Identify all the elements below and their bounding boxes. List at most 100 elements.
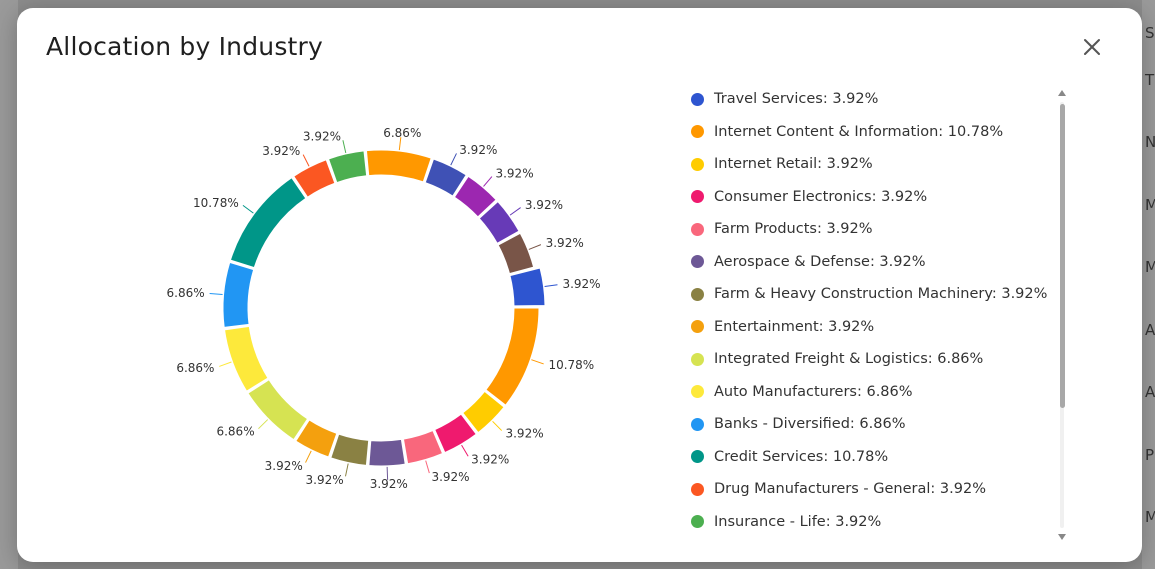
donut-slice[interactable]: [295, 419, 338, 458]
legend-item[interactable]: Farm Products: 3.92%: [691, 218, 873, 240]
legend-label: Farm Products: 3.92%: [714, 221, 873, 237]
backdrop-letter: T: [1145, 71, 1155, 89]
slice-value-label: 3.92%: [562, 277, 600, 291]
legend-item[interactable]: Insurance - Life: 3.92%: [691, 511, 881, 533]
legend-label: Internet Content & Information: 10.78%: [714, 123, 1004, 140]
slice-value-label: 3.92%: [495, 166, 533, 180]
legend-label: Entertainment: 3.92%: [714, 318, 875, 335]
legend-dot-icon: [691, 417, 704, 431]
legend-dot-icon: [691, 92, 704, 106]
slice-value-label: 6.86%: [176, 361, 214, 375]
modal-title: Allocation by Industry: [46, 32, 324, 61]
slice-value-label: 3.92%: [303, 129, 341, 143]
leader-line: [425, 460, 430, 474]
legend-label: Aerospace & Defense: 3.92%: [714, 253, 926, 270]
slice-value-label: 3.92%: [525, 198, 563, 212]
legend-label: Auto Manufacturers: 6.86%: [714, 383, 913, 400]
donut-slice[interactable]: [434, 413, 477, 454]
slice-value-label: 3.92%: [370, 477, 408, 491]
slice-value-label: 3.92%: [431, 470, 469, 484]
donut-slice[interactable]: [229, 176, 307, 269]
legend-item[interactable]: Aerospace & Defense: 3.92%: [691, 251, 926, 273]
donut-slice[interactable]: [330, 433, 370, 466]
leader-line: [209, 292, 223, 296]
chart-legend: Travel Services: 3.92% Internet Content &…: [691, 86, 1061, 538]
legend-label: Farm & Heavy Construction Machinery: 3.9…: [714, 286, 1048, 302]
leader-line: [345, 463, 349, 477]
legend-dot-icon: [691, 352, 704, 366]
scroll-down-icon[interactable]: [1058, 534, 1066, 540]
legend-dot-icon: [691, 482, 704, 496]
legend-item[interactable]: Banks - Diversified: 6.86%: [691, 413, 905, 435]
legend-label: Credit Services: 10.78%: [714, 448, 889, 465]
legend-item[interactable]: Auto Manufacturers: 6.86%: [691, 381, 913, 403]
donut-slice[interactable]: [222, 261, 255, 328]
slice-value-label: 10.78%: [548, 358, 594, 372]
donut-slice[interactable]: [293, 159, 336, 198]
backdrop-panel-left: [0, 0, 18, 569]
leader-line: [342, 140, 347, 154]
legend-item[interactable]: Internet Content & Information: 10.78%: [691, 121, 1003, 143]
leader-line: [509, 207, 521, 216]
donut-slice[interactable]: [247, 379, 309, 441]
slice-value-label: 3.92%: [546, 236, 584, 250]
legend-item[interactable]: Credit Services: 10.78%: [691, 446, 888, 468]
slice-value-label: 3.92%: [471, 453, 509, 467]
donut-slice[interactable]: [223, 325, 269, 392]
slice-value-label: 6.86%: [383, 126, 421, 140]
legend-item[interactable]: Integrated Freight & Logistics: 6.86%: [691, 348, 983, 370]
backdrop-panel-right: [1142, 0, 1155, 569]
leader-line: [219, 361, 232, 367]
donut-slice[interactable]: [365, 149, 432, 183]
leader-line: [258, 419, 269, 430]
slice-value-label: 3.92%: [262, 144, 300, 158]
backdrop-letter: A: [1145, 383, 1155, 401]
legend-item[interactable]: Entertainment: 3.92%: [691, 316, 874, 338]
legend-dot-icon: [691, 287, 704, 301]
donut-slice[interactable]: [485, 307, 540, 406]
donut-slice[interactable]: [509, 267, 546, 307]
scroll-thumb[interactable]: [1060, 104, 1065, 408]
legend-dot-icon: [691, 320, 704, 333]
legend-dot-icon: [691, 157, 704, 171]
backdrop-letter: A: [1145, 321, 1155, 339]
slice-value-label: 3.92%: [505, 426, 543, 440]
leader-line: [544, 284, 558, 287]
legend-item[interactable]: Consumer Electronics: 3.92%: [691, 186, 927, 208]
legend-dot-icon: [691, 190, 704, 203]
donut-slice[interactable]: [478, 200, 520, 244]
slice-value-label: 6.86%: [167, 286, 205, 300]
slice-value-label: 3.92%: [265, 459, 303, 473]
donut-slice[interactable]: [327, 150, 368, 184]
backdrop-letter: N: [1145, 133, 1155, 151]
slice-value-label: 3.92%: [459, 143, 497, 157]
legend-label: Drug Manufacturers - General: 3.92%: [714, 481, 986, 497]
legend-item[interactable]: Travel Services: 3.92%: [691, 88, 878, 110]
leader-line: [483, 176, 493, 187]
backdrop-letter: M: [1145, 258, 1155, 276]
donut-slice[interactable]: [497, 232, 535, 275]
donut-slice[interactable]: [424, 158, 467, 197]
leader-line: [305, 450, 312, 463]
donut-slice[interactable]: [462, 390, 505, 434]
legend-scrollbar[interactable]: [1057, 90, 1067, 540]
donut-slice[interactable]: [453, 175, 497, 218]
industry-allocation-modal: Allocation by Industry 3.92% 10.78% 3.92% 3…: [17, 8, 1142, 562]
donut-slice[interactable]: [402, 429, 444, 465]
close-icon: [1084, 39, 1100, 55]
legend-label: Banks - Diversified: 6.86%: [714, 416, 906, 432]
legend-item[interactable]: Drug Manufacturers - General: 3.92%: [691, 478, 986, 500]
legend-dot-icon: [691, 125, 704, 138]
close-button[interactable]: [1079, 34, 1105, 60]
legend-item[interactable]: Farm & Heavy Construction Machinery: 3.9…: [691, 283, 1047, 305]
donut-slice[interactable]: [368, 438, 406, 467]
slice-value-label: 3.92%: [306, 473, 344, 487]
backdrop-letter: M: [1145, 508, 1155, 526]
leader-line: [461, 444, 469, 457]
legend-item[interactable]: Internet Retail: 3.92%: [691, 153, 873, 175]
legend-dot-icon: [691, 515, 704, 528]
leader-line: [302, 154, 310, 167]
scroll-up-icon[interactable]: [1058, 90, 1066, 96]
leader-line: [492, 420, 503, 431]
leader-line: [242, 205, 254, 214]
